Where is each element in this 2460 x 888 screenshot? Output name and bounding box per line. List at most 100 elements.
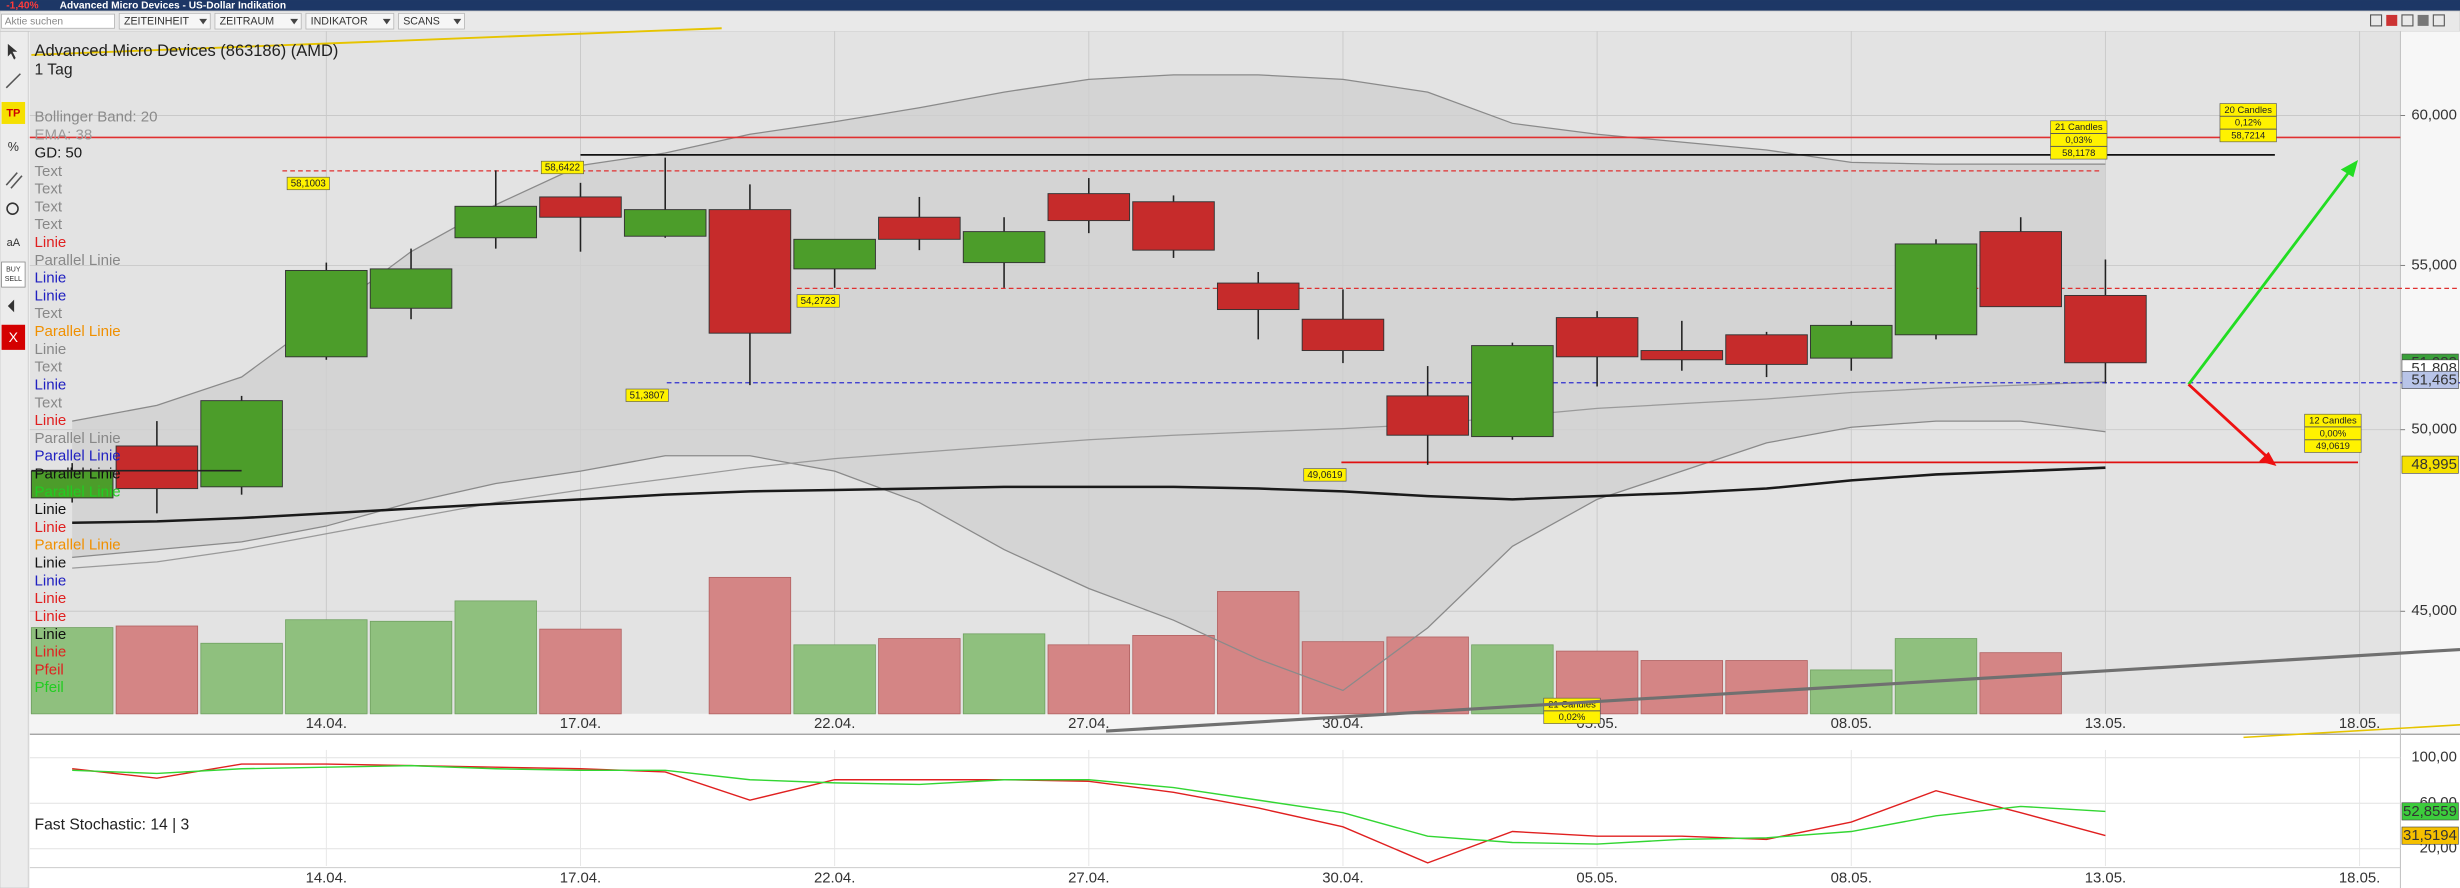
arrow-head [2259, 451, 2277, 466]
drawing-legend: Linie [35, 644, 67, 661]
icon[interactable] [2386, 14, 2398, 26]
title-change: -1,40% [6, 0, 38, 11]
menu-label[interactable]: SCANS [403, 15, 440, 27]
menu-caret[interactable] [199, 18, 208, 25]
drawing-legend: Linie [35, 501, 67, 518]
channel-tool[interactable] [5, 172, 18, 186]
y-tick-label: 20,00 [2420, 841, 2457, 857]
drawing-legend: Linie [35, 519, 67, 536]
level-label: 58,1003 [291, 179, 326, 190]
price-tag-label: 51,465 [2411, 372, 2457, 388]
search-box[interactable] [1, 13, 115, 29]
menu-caret[interactable] [453, 18, 462, 25]
window-title: Advanced Micro Devices - US-Dollar Indik… [60, 0, 286, 11]
menu-caret[interactable] [382, 18, 391, 25]
drawing-legend: Linie [35, 270, 67, 287]
volume-bar [200, 642, 283, 715]
candle-body [962, 231, 1046, 264]
annotation-text: 12 Candles [2309, 414, 2357, 425]
x-tick-label: 14.04. [306, 716, 347, 732]
layer-front: 14.04. 17.04. 22.04. 27.04. 30.04. 05.05. 08.0… [35, 103, 2459, 887]
candle-body [369, 268, 453, 309]
drawing-legend: Text [35, 198, 63, 215]
menu-button[interactable] [214, 12, 302, 30]
volume-bar [1725, 660, 1808, 715]
menu-caret[interactable] [290, 18, 299, 25]
annotation-text: 20 Candles [2224, 104, 2272, 115]
chart-subtitle: 1 Tag [35, 62, 73, 79]
candle-body [1132, 201, 1215, 251]
price-tag [2401, 802, 2459, 821]
menu-button[interactable] [305, 12, 395, 30]
icon[interactable] [2370, 14, 2383, 27]
tool-bg[interactable] [1, 261, 26, 288]
x-tick-label: 27.04. [1068, 716, 1109, 732]
menu-label[interactable]: ZEITRAUM [220, 15, 274, 27]
menu-label[interactable]: ZEITEINHEIT [124, 15, 190, 27]
drawing-legend: Parallel Linie [35, 537, 121, 554]
drawing-legend: Linie [35, 608, 67, 625]
tool-bg[interactable] [1, 324, 26, 350]
tool-bg[interactable] [1, 101, 26, 124]
volume-bar [1301, 641, 1385, 715]
volume-bar [1217, 591, 1300, 715]
level-label-bg [286, 176, 330, 191]
drawing-legend: Linie [35, 341, 67, 358]
icon[interactable] [2417, 14, 2429, 26]
zoom-tool[interactable] [6, 202, 19, 215]
tool-label[interactable]: % [8, 140, 19, 154]
x-tick-label: 14.04. [306, 871, 347, 887]
level-label-bg [540, 160, 584, 175]
volume-bar [1386, 636, 1469, 715]
drawing-legend: Parallel Linie [35, 465, 121, 482]
tool-label[interactable]: BUY [6, 267, 21, 274]
volume-bar [1979, 652, 2062, 715]
volume-bar [539, 628, 622, 715]
volume-bar [878, 638, 961, 715]
tool-label[interactable]: TP [6, 108, 20, 120]
tool-label[interactable]: SELL [5, 276, 22, 283]
x-tick-label: 30.04. [1322, 716, 1363, 732]
annotation-text: 0,02% [1559, 711, 1586, 722]
candle-body [878, 216, 961, 240]
menu-button[interactable] [398, 12, 465, 30]
speaker-tool[interactable] [7, 299, 19, 313]
annotation-bg [2219, 116, 2277, 130]
x-tick-label: 08.05. [1831, 716, 1872, 732]
volume-bar [115, 625, 199, 715]
price-tag-label: 48,995 [2411, 457, 2457, 473]
candle-body [1386, 395, 1469, 436]
indicator-legend: Bollinger Band: 20 [35, 109, 158, 126]
tool-label[interactable]: X [9, 329, 19, 345]
y-tick-label: 100,00 [2411, 750, 2457, 766]
channel-tool[interactable] [10, 175, 23, 189]
menu-button[interactable] [118, 12, 211, 30]
candle-body [285, 269, 368, 358]
price-tag-label: 52,8559 [2403, 804, 2457, 820]
x-tick-label: 22.04. [814, 716, 855, 732]
menu-label[interactable]: INDIKATOR [311, 15, 368, 27]
price-tag-label: 31,5194 [2403, 828, 2457, 844]
price-tag [2401, 826, 2459, 845]
drawing-legend: Text [35, 305, 63, 322]
icon[interactable] [2432, 14, 2445, 27]
y-tick-label: 45,000 [2411, 603, 2457, 619]
level-label: 58,6422 [545, 163, 580, 174]
chart-title: Advanced Micro Devices (863186) (AMD) [35, 42, 339, 60]
layer-mid [29, 74, 2460, 864]
icon[interactable] [2401, 14, 2414, 27]
volume-bar [369, 620, 453, 715]
drawing-legend: Linie [35, 376, 67, 393]
line-tool[interactable] [5, 73, 21, 89]
cursor-tool[interactable] [7, 43, 18, 60]
candle-body [623, 209, 707, 237]
drawing-legend: Pfeil [35, 661, 64, 678]
stochastic-line [72, 764, 2106, 845]
volume-bar [1810, 669, 1893, 715]
annotation-bg [1543, 710, 1601, 724]
annotation-text: 0,12% [2235, 117, 2262, 128]
indicator-line [72, 466, 2106, 525]
tool-label[interactable]: aA [7, 237, 21, 249]
level-label: 49,0619 [1307, 470, 1342, 481]
